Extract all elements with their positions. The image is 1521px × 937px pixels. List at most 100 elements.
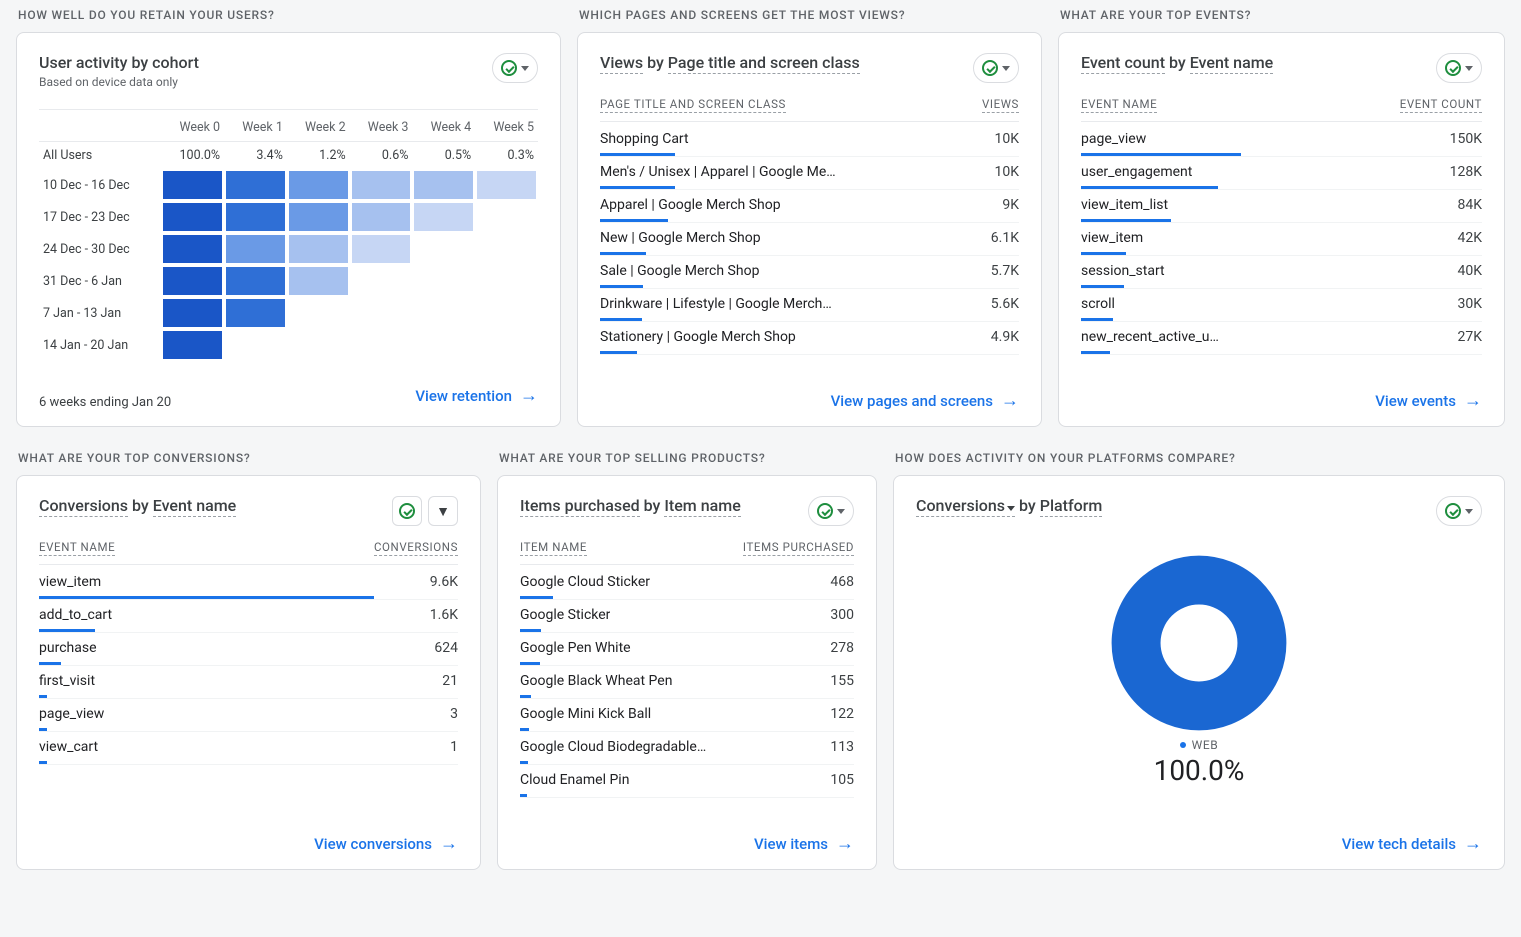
view-tech-details-link[interactable]: View tech details → xyxy=(1342,835,1482,853)
table-row[interactable]: view_item_list84K xyxy=(1081,190,1482,223)
row-value: 10K xyxy=(994,131,1019,147)
table-row[interactable]: Stationery | Google Merch Shop4.9K xyxy=(600,322,1019,355)
row-label: view_item xyxy=(39,574,101,590)
table-row[interactable]: Google Cloud Biodegradable…113 xyxy=(520,732,854,765)
filter-button[interactable]: ▼ xyxy=(428,496,458,526)
status-pill[interactable] xyxy=(808,496,854,526)
cohort-heat-cell xyxy=(352,171,411,199)
cohort-row-label: All Users xyxy=(39,142,161,170)
row-bar xyxy=(39,629,95,632)
row-bar xyxy=(520,629,541,632)
check-icon xyxy=(1445,503,1461,519)
table-row[interactable]: Shopping Cart10K xyxy=(600,124,1019,157)
view-conversions-link[interactable]: View conversions → xyxy=(314,835,458,853)
cohort-value: 0.6% xyxy=(350,142,413,170)
row-label: first_visit xyxy=(39,673,95,689)
table-row[interactable]: Cloud Enamel Pin105 xyxy=(520,765,854,798)
table-row[interactable]: Google Sticker300 xyxy=(520,600,854,633)
row-value: 27K xyxy=(1457,329,1482,345)
row-value: 3 xyxy=(450,706,458,722)
table-row[interactable]: view_item42K xyxy=(1081,223,1482,256)
status-pill[interactable] xyxy=(1436,496,1482,526)
card-title-cohort: User activity by cohort xyxy=(39,53,199,72)
table-row[interactable]: Google Black Wheat Pen 155 xyxy=(520,666,854,699)
card-cohort: User activity by cohort Based on device … xyxy=(16,32,561,427)
table-row[interactable]: scroll 30K xyxy=(1081,289,1482,322)
view-retention-link[interactable]: View retention → xyxy=(415,387,538,405)
table-row[interactable]: Apparel | Google Merch Shop9K xyxy=(600,190,1019,223)
row-label: session_start xyxy=(1081,263,1165,279)
row-value: 30K xyxy=(1457,296,1482,312)
view-items-link[interactable]: View items → xyxy=(754,835,854,853)
row-value: 468 xyxy=(830,574,854,590)
row-label: Sale | Google Merch Shop xyxy=(600,263,759,279)
row-label: add_to_cart xyxy=(39,607,112,623)
row-bar xyxy=(600,252,646,255)
section-title-items: WHAT ARE YOUR TOP SELLING PRODUCTS? xyxy=(499,451,877,465)
row-label: New | Google Merch Shop xyxy=(600,230,761,246)
table-row[interactable]: Google Pen White278 xyxy=(520,633,854,666)
divider xyxy=(39,109,538,110)
dashboard-row-1: HOW WELL DO YOU RETAIN YOUR USERS? User … xyxy=(16,4,1505,427)
cohort-row-label: 7 Jan - 13 Jan xyxy=(39,297,161,329)
row-value: 122 xyxy=(830,706,854,722)
row-value: 9.6K xyxy=(430,574,458,590)
arrow-right-icon: → xyxy=(440,835,458,853)
cohort-heat-cell xyxy=(289,267,348,295)
table-row[interactable]: new_recent_active_u…27K xyxy=(1081,322,1482,355)
row-bar xyxy=(600,219,668,222)
table-row[interactable]: Google Cloud Sticker468 xyxy=(520,567,854,600)
row-label: Google Sticker xyxy=(520,607,610,623)
view-pages-link[interactable]: View pages and screens → xyxy=(831,392,1019,410)
row-label: Men's / Unisex | Apparel | Google Me… xyxy=(600,164,836,180)
cohort-footnote: 6 weeks ending Jan 20 xyxy=(39,395,171,410)
row-value: 155 xyxy=(830,673,854,689)
table-row[interactable]: user_engagement128K xyxy=(1081,157,1482,190)
row-label: user_engagement xyxy=(1081,164,1192,180)
card-conversions: Conversions by Event name ▼ EVENT NAME C… xyxy=(16,475,481,870)
table-row[interactable]: purchase624 xyxy=(39,633,458,666)
row-bar xyxy=(1081,219,1171,222)
table-row[interactable]: New | Google Merch Shop 6.1K xyxy=(600,223,1019,256)
table-row[interactable]: view_item 9.6K xyxy=(39,567,458,600)
row-value: 4.9K xyxy=(991,329,1019,345)
cohort-heat-cell xyxy=(226,267,285,295)
table-row[interactable]: Google Mini Kick Ball122 xyxy=(520,699,854,732)
row-value: 5.7K xyxy=(991,263,1019,279)
row-value: 1.6K xyxy=(430,607,458,623)
table-row[interactable]: page_view150K xyxy=(1081,124,1482,157)
status-icon[interactable] xyxy=(392,496,422,526)
status-pill[interactable] xyxy=(492,53,538,83)
cohort-week-header: Week 5 xyxy=(475,114,538,142)
list-header: PAGE TITLE AND SCREEN CLASS VIEWS xyxy=(600,97,1019,122)
table-row[interactable]: page_view3 xyxy=(39,699,458,732)
cohort-row-label: 10 Dec - 16 Dec xyxy=(39,169,161,201)
table-row[interactable]: add_to_cart 1.6K xyxy=(39,600,458,633)
row-label: scroll xyxy=(1081,296,1115,312)
cohort-row-label: 14 Jan - 20 Jan xyxy=(39,329,161,361)
view-events-link[interactable]: View events → xyxy=(1375,392,1482,410)
cohort-heat-cell xyxy=(163,171,222,199)
table-row[interactable]: Drinkware | Lifestyle | Google Merch…5.6… xyxy=(600,289,1019,322)
row-bar xyxy=(39,695,47,698)
chevron-down-icon xyxy=(521,66,529,71)
cohort-heat-cell xyxy=(226,299,285,327)
check-icon xyxy=(817,503,833,519)
status-pill[interactable] xyxy=(1436,53,1482,83)
row-value: 42K xyxy=(1457,230,1482,246)
cohort-week-header: Week 2 xyxy=(287,114,350,142)
row-value: 278 xyxy=(830,640,854,656)
table-row[interactable]: Sale | Google Merch Shop 5.7K xyxy=(600,256,1019,289)
row-value: 6.1K xyxy=(991,230,1019,246)
row-label: Google Cloud Biodegradable… xyxy=(520,739,706,755)
table-row[interactable]: Men's / Unisex | Apparel | Google Me…10K xyxy=(600,157,1019,190)
check-icon xyxy=(501,60,517,76)
table-row[interactable]: session_start40K xyxy=(1081,256,1482,289)
status-pill[interactable] xyxy=(973,53,1019,83)
cohort-week-header: Week 0 xyxy=(161,114,224,142)
table-row[interactable]: first_visit21 xyxy=(39,666,458,699)
list-header: EVENT NAME EVENT COUNT xyxy=(1081,97,1482,122)
card-title-conversions: Conversions by Event name xyxy=(39,496,236,515)
table-row[interactable]: view_cart1 xyxy=(39,732,458,765)
row-label: Google Black Wheat Pen xyxy=(520,673,672,689)
